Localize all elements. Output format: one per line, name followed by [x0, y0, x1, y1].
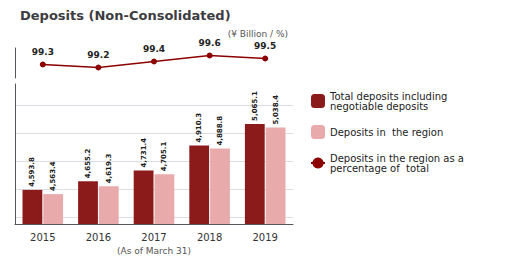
svg-text:4,731.4: 4,731.4: [140, 138, 148, 168]
svg-text:4,910.3: 4,910.3: [195, 113, 203, 143]
svg-text:2018: 2018: [197, 232, 222, 243]
svg-text:2016: 2016: [86, 232, 111, 243]
svg-text:4,619.3: 4,619.3: [105, 153, 113, 183]
svg-text:(As of March 31): (As of March 31): [117, 246, 191, 256]
svg-text:Total deposits including: Total deposits including: [330, 90, 451, 102]
svg-text:5,038.4: 5,038.4: [272, 95, 280, 125]
svg-text:4,705.1: 4,705.1: [160, 141, 168, 171]
svg-text:2017: 2017: [141, 232, 166, 243]
svg-text:5,065.1: 5,065.1: [251, 91, 259, 121]
svg-text:Deposits in the region as a: Deposits in the region as a: [330, 152, 468, 164]
svg-text:99.4: 99.4: [143, 44, 165, 54]
svg-text:99.3: 99.3: [32, 47, 54, 57]
svg-text:4,888.8: 4,888.8: [216, 116, 224, 146]
svg-text:percentage of total: percentage of total: [330, 163, 429, 174]
svg-text:2015: 2015: [30, 232, 55, 243]
svg-text:4,655.2: 4,655.2: [84, 148, 92, 178]
svg-text:4,593.8: 4,593.8: [28, 157, 36, 187]
svg-text:99.6: 99.6: [198, 38, 220, 48]
svg-text:4,563.4: 4,563.4: [49, 161, 57, 191]
svg-text:99.2: 99.2: [87, 50, 109, 60]
svg-text:Deposits in the region: Deposits in the region: [330, 127, 443, 138]
svg-text:negotiable deposits: negotiable deposits: [330, 101, 428, 112]
svg-text:2019: 2019: [252, 232, 277, 243]
svg-text:Deposits (Non-Consolidated): Deposits (Non-Consolidated): [20, 8, 231, 23]
svg-text:99.5: 99.5: [254, 41, 276, 51]
svg-text:(¥ Billion / %): (¥ Billion / %): [228, 29, 288, 39]
